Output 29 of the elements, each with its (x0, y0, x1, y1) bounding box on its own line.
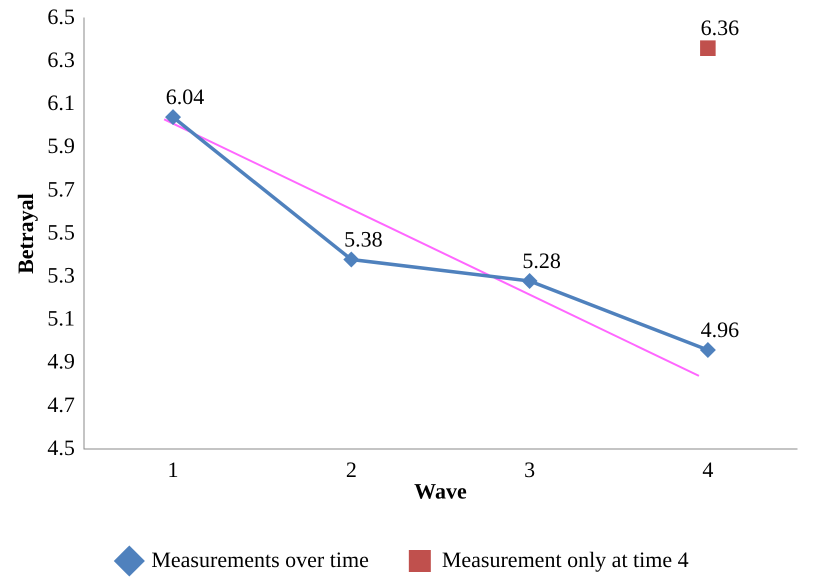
y-tick-label: 5.7 (47, 176, 75, 202)
y-tick-label: 5.9 (47, 133, 75, 158)
x-tick-label: 2 (346, 457, 357, 482)
y-tick-label: 5.1 (47, 306, 75, 331)
data-label: 6.04 (166, 84, 204, 109)
y-tick-label: 6.1 (47, 90, 75, 116)
x-axis-title: Wave (414, 478, 467, 504)
y-tick-label: 4.5 (47, 434, 75, 460)
data-label: 4.96 (700, 316, 740, 342)
x-tick-label: 4 (702, 457, 714, 482)
point (165, 109, 182, 126)
point (343, 251, 360, 268)
y-tick-label: 4.7 (47, 392, 75, 417)
y-tick-label: 4.9 (47, 348, 75, 374)
x-tick-label: 3 (524, 457, 536, 482)
legend-label: Measurements over time (151, 546, 369, 572)
x-tick-label: 1 (168, 457, 179, 482)
y-tick-label: 5.5 (47, 219, 75, 244)
y-tick-label: 6.5 (47, 4, 75, 29)
point (522, 273, 538, 290)
point (700, 342, 716, 358)
y-tick-label: 6.3 (47, 46, 75, 72)
y-tick-label: 5.3 (47, 262, 75, 288)
y-axis-title: Betrayal (12, 193, 38, 274)
legend-label: Measurement only at time 4 (442, 546, 689, 572)
point (700, 40, 716, 56)
data-label: 6.36 (700, 14, 740, 40)
data-label: 5.38 (344, 226, 383, 252)
data-label: 5.28 (522, 248, 561, 273)
